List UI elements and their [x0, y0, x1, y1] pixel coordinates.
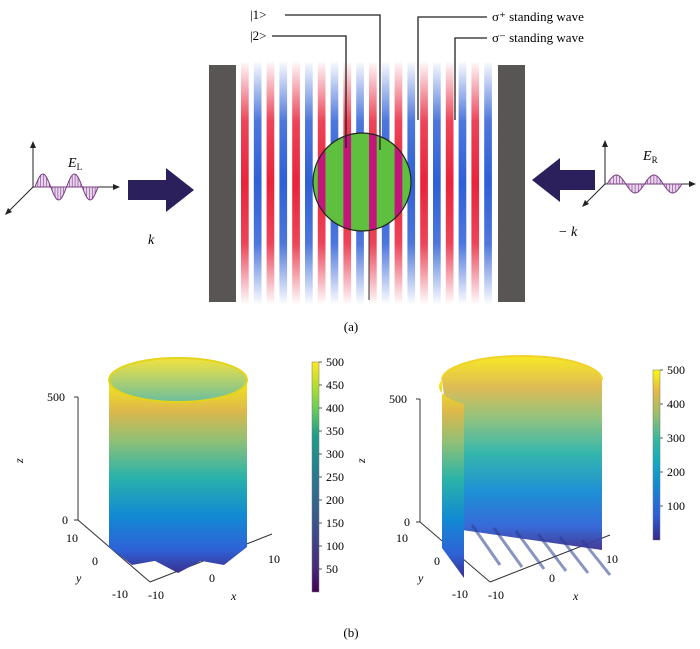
colorbar-tick-label: 50 — [326, 562, 338, 576]
panel-a: |1> |2> σ⁺ standing wave σ⁻ standing wav… — [5, 7, 696, 334]
colorbar-tick-label: 150 — [326, 516, 344, 530]
left-x-tick-10: 10 — [268, 552, 280, 566]
colorbar-tick-label: 300 — [667, 431, 685, 445]
colorbar-tick-label: 350 — [326, 424, 344, 438]
standing-wave-stripe — [458, 62, 467, 304]
standing-wave-stripe — [484, 62, 492, 304]
right-z-label: z — [354, 458, 368, 464]
colorbar-tick-label: 250 — [326, 470, 344, 484]
left-y-tick-0: 0 — [92, 554, 98, 568]
right-x-tick-neg10: -10 — [488, 588, 504, 602]
colorbar-tick-label: 200 — [326, 493, 344, 507]
right-z-tick-500: 500 — [389, 392, 407, 406]
colorbar-tick-label: 400 — [326, 401, 344, 415]
right-y-tick-0: 0 — [434, 554, 440, 568]
atom-cloud — [312, 132, 412, 300]
standing-wave-stripe — [471, 62, 480, 304]
standing-wave-stripe — [266, 62, 275, 304]
panel-b-right-plot: 500 0 z 10 0 -10 y -10 0 10 x 100 200 300 4… — [354, 355, 685, 603]
cloud-stripe — [369, 133, 377, 231]
left-y-label: y — [75, 571, 82, 585]
colorbar-tick-label: 100 — [667, 499, 685, 513]
left-colorbar-ticks: 50 100 150 200 250 300 350 400 450 500 — [319, 355, 344, 576]
panel-b-left-plot: 500 0 z 10 0 -10 y -10 0 10 x 50 100 150 20… — [12, 355, 344, 603]
right-field-diagram: ER — [582, 140, 696, 207]
left-colorbar — [311, 361, 320, 593]
left-z-tick-0: 0 — [62, 513, 68, 527]
standing-wave-stripe — [445, 62, 454, 304]
right-colorbar — [652, 369, 661, 541]
right-beam-arrow — [532, 158, 595, 202]
left-field-label: EL — [67, 156, 82, 172]
sigma-minus-label: σ⁻ standing wave — [492, 30, 584, 45]
standing-wave-stripe — [253, 62, 262, 304]
right-surface — [438, 355, 612, 578]
panel-b-caption: (b) — [343, 625, 358, 640]
standing-wave-stripe — [433, 62, 441, 304]
panel-a-caption: (a) — [344, 319, 358, 334]
left-y-tick-neg10: -10 — [112, 587, 128, 601]
left-z-tick-500: 500 — [47, 390, 65, 404]
standing-wave-stripe — [305, 62, 313, 304]
cloud-stripe — [394, 133, 403, 231]
standing-wave-stripe — [279, 62, 288, 304]
right-field-label: ER — [642, 149, 658, 165]
cloud-stripe — [343, 133, 352, 231]
left-y-tick-10: 10 — [66, 531, 78, 545]
colorbar-tick-label: 500 — [326, 355, 344, 369]
label-leaders — [272, 14, 487, 150]
left-x-tick-0: 0 — [209, 571, 215, 585]
colorbar-tick-label: 200 — [667, 465, 685, 479]
colorbar-tick-label: 400 — [667, 397, 685, 411]
right-z-tick-0: 0 — [404, 515, 410, 529]
standing-wave-stripe — [420, 62, 428, 304]
right-y-tick-neg10: -10 — [452, 587, 468, 601]
left-beam-arrow — [128, 168, 194, 212]
left-z-label: z — [12, 458, 26, 464]
colorbar-tick-label: 500 — [667, 363, 685, 377]
standing-wave-stripe — [241, 62, 249, 304]
standing-wave-stripe — [292, 62, 300, 304]
right-colorbar-ticks: 100 200 300 400 500 — [660, 363, 685, 513]
state-2-label: |2> — [250, 28, 266, 43]
left-mirror — [209, 65, 236, 302]
right-x-tick-0: 0 — [549, 571, 555, 585]
right-wavevector-label: − k — [558, 225, 578, 240]
left-x-tick-neg10: -10 — [148, 588, 164, 602]
state-1-label: |1> — [250, 7, 266, 22]
colorbar-tick-label: 450 — [326, 378, 344, 392]
cloud-stripe — [317, 133, 326, 231]
right-x-tick-10: 10 — [606, 552, 618, 566]
right-mirror — [498, 65, 525, 302]
left-wavevector-label: k — [148, 233, 155, 248]
right-y-label: y — [417, 571, 424, 585]
left-x-label: x — [230, 589, 237, 603]
right-x-label: x — [572, 589, 579, 603]
sigma-plus-label: σ⁺ standing wave — [492, 9, 584, 24]
left-surface — [108, 357, 248, 573]
right-y-tick-10: 10 — [396, 531, 408, 545]
left-field-diagram: EL — [5, 141, 120, 215]
colorbar-tick-label: 100 — [326, 539, 344, 553]
colorbar-tick-label: 300 — [326, 447, 344, 461]
